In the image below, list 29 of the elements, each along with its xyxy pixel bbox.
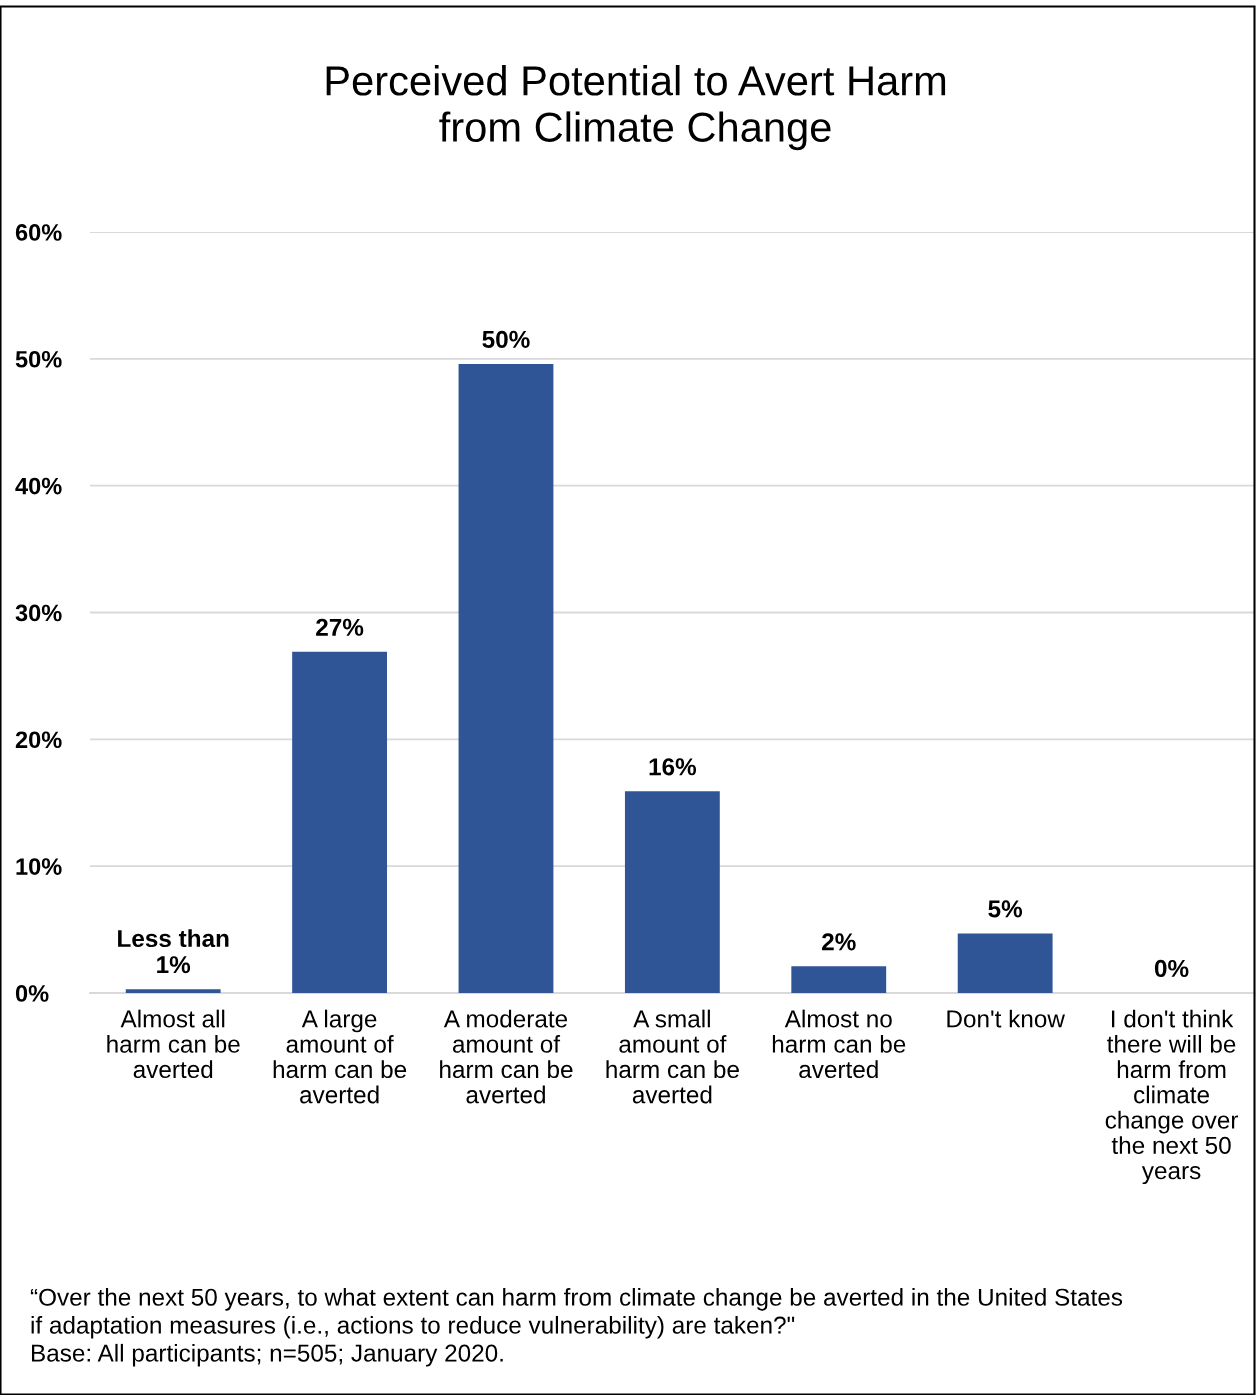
x-tick-label: Don't know bbox=[947, 1009, 1065, 1028]
bar bbox=[292, 651, 388, 993]
y-tick-label: 50% bbox=[15, 350, 62, 368]
y-tick-label: 40% bbox=[15, 477, 62, 495]
x-tick-label: Almost no harm can be averted bbox=[772, 1009, 906, 1079]
chart-title: Perceived Potential to Avert Harm from Climate Change bbox=[326, 65, 946, 151]
text: “Over the next 50 years, to what extent can harm from climate change be averted in the United States if adaptation measures (i.e., actions to reduce vulnerability) are taken?" Base: All participants; n=505; January 2020. bbox=[30, 1288, 1123, 1367]
bar bbox=[624, 791, 720, 993]
data-label: Less than 1% bbox=[118, 929, 229, 974]
x-tick-label: I don't think there will be harm from climate change over the next 50 years bbox=[1105, 1009, 1239, 1185]
data-label: 0% bbox=[1154, 959, 1189, 978]
x-tick-label: Almost all harm can be averted bbox=[107, 1009, 240, 1079]
y-tick-label: 0% bbox=[15, 985, 49, 1002]
bar bbox=[791, 966, 887, 993]
x-tick-label: A large amount of harm can be averted bbox=[273, 1009, 407, 1104]
data-label: 2% bbox=[822, 933, 856, 951]
y-tick-label: 60% bbox=[15, 224, 62, 241]
y-tick-label: 10% bbox=[16, 858, 62, 875]
data-label: 5% bbox=[988, 900, 1023, 918]
y-tick-label: 20% bbox=[15, 731, 62, 749]
x-tick-label: A moderate amount of harm can be averted bbox=[440, 1009, 573, 1104]
bar bbox=[957, 933, 1053, 993]
bar bbox=[458, 363, 554, 993]
data-label: 50% bbox=[482, 330, 530, 348]
y-tick-label: 30% bbox=[15, 604, 62, 622]
data-label: 16% bbox=[649, 758, 697, 776]
bar bbox=[125, 989, 221, 993]
x-tick-label: A small amount of harm can be averted bbox=[606, 1009, 739, 1104]
data-label: 27% bbox=[316, 618, 364, 636]
